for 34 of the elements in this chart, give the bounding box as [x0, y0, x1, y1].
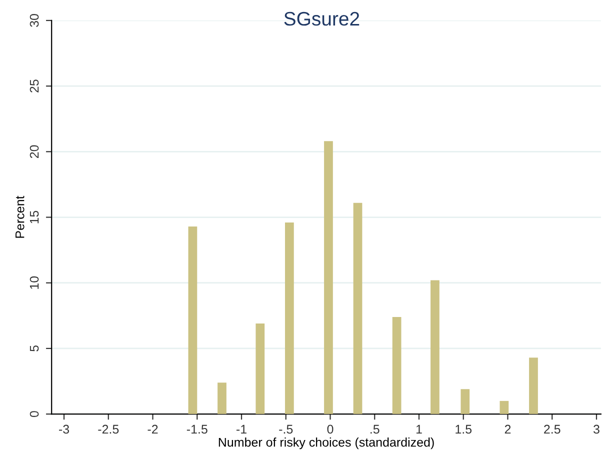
y-tick-label: 25: [30, 80, 39, 92]
x-tick-label: 1.5: [456, 424, 472, 434]
y-tick-label: 0: [30, 411, 39, 418]
bar: [529, 358, 538, 414]
x-tick-label: 3: [593, 424, 600, 434]
bar: [324, 141, 333, 414]
x-tick-label: -3: [59, 424, 70, 434]
bar: [353, 202, 362, 414]
bar: [188, 226, 198, 414]
y-axis-title: Percent: [16, 196, 24, 238]
bar: [284, 222, 294, 414]
x-tick-label: .5: [370, 424, 380, 434]
y-tick-label: 10: [30, 276, 39, 289]
bar: [430, 280, 440, 414]
y-tick-label: 5: [30, 346, 39, 352]
x-tick-label: 0: [327, 424, 334, 434]
x-tick-label: -1.5: [186, 424, 208, 434]
x-tick-label: -2.5: [98, 424, 119, 434]
x-tick-label: 2: [504, 424, 511, 434]
x-axis-title: Number of risky choices (standardized): [218, 438, 434, 450]
x-tick-label: -.5: [279, 424, 293, 434]
bar: [218, 382, 226, 414]
bar: [256, 324, 265, 414]
y-tick-label: 15: [30, 210, 39, 224]
x-tick-label: -2: [148, 424, 158, 434]
y-tick-label: 20: [30, 145, 39, 158]
chart-title: SGsure2: [284, 12, 360, 26]
x-tick-label: -1: [236, 424, 246, 434]
x-tick-label: 1: [416, 424, 422, 434]
x-tick-label: 2.5: [544, 424, 560, 434]
bar: [500, 400, 509, 414]
bar: [392, 316, 402, 414]
bar: [460, 389, 470, 414]
y-tick-label: 30: [30, 14, 39, 27]
